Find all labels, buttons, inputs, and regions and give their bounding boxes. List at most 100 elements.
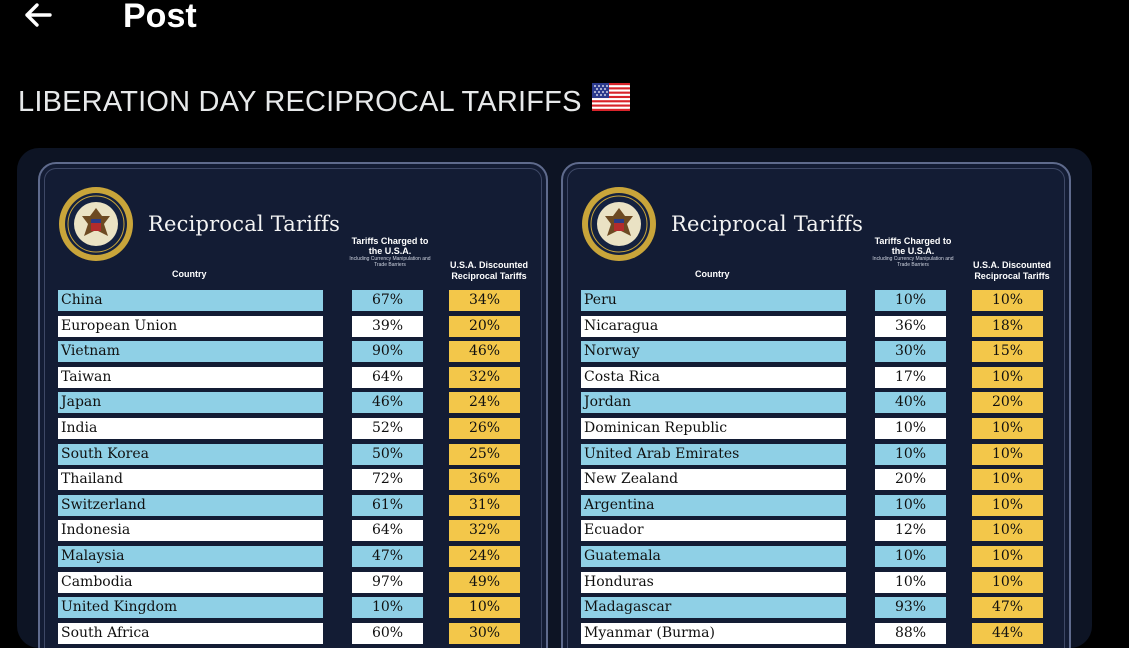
tariff-charged-cell: 17% [875, 366, 946, 388]
table-row: Ecuador 12% 10% [581, 520, 1051, 542]
page-title: Post [123, 0, 197, 35]
tariff-charged-cell: 39% [352, 315, 423, 337]
tariff-discounted-cell: 24% [449, 392, 520, 414]
column-header-charged-label: Tariffs Charged to the U.S.A. [351, 236, 429, 256]
tariff-discounted-cell: 10% [972, 571, 1043, 593]
country-cell: Jordan [581, 392, 846, 414]
tariff-charged-cell: 61% [352, 494, 423, 516]
tariff-charged-cell: 64% [352, 366, 423, 388]
country-cell: United Arab Emirates [581, 443, 846, 465]
column-header-charged: Tariffs Charged to the U.S.A. Including … [871, 236, 955, 268]
table-row: Myanmar (Burma) 88% 44% [581, 622, 1051, 644]
tariff-charged-cell: 10% [875, 546, 946, 567]
table-row: Taiwan 64% 32% [58, 366, 528, 388]
column-header-country: Country [172, 269, 207, 279]
country-cell: European Union [58, 315, 323, 337]
tariff-charged-cell: 90% [352, 341, 423, 363]
table-row: Peru 10% 10% [581, 290, 1051, 311]
presidential-seal-icon [59, 187, 133, 261]
country-cell: Dominican Republic [581, 418, 846, 439]
tariff-discounted-cell: 24% [449, 546, 520, 567]
tariff-charged-cell: 72% [352, 469, 423, 491]
table-row: Costa Rica 17% 10% [581, 366, 1051, 388]
table-row: South Africa 60% 30% [58, 622, 528, 644]
table-row: United Arab Emirates 10% 10% [581, 443, 1051, 465]
tariff-discounted-cell: 15% [972, 341, 1043, 363]
panel-title: Reciprocal Tariffs [671, 212, 864, 236]
tariff-discounted-cell: 46% [449, 341, 520, 363]
country-cell: Switzerland [58, 494, 323, 516]
tariff-charged-cell: 60% [352, 622, 423, 644]
country-cell: Thailand [58, 469, 323, 491]
post-header: Post [0, 0, 1129, 64]
country-cell: Cambodia [58, 571, 323, 593]
panel-title: Reciprocal Tariffs [148, 212, 341, 236]
tariff-charged-cell: 10% [875, 290, 946, 311]
country-cell: Japan [58, 392, 323, 414]
column-header-discount: U.S.A. Discounted Reciprocal Tariffs [972, 260, 1051, 281]
table-row: New Zealand 20% 10% [581, 469, 1051, 491]
tariff-discounted-cell: 32% [449, 366, 520, 388]
table-row: Dominican Republic 10% 10% [581, 418, 1051, 439]
column-header-charged-sub: Including Currency Manipulation and Trad… [872, 256, 954, 268]
tariff-charged-cell: 97% [352, 571, 423, 593]
country-cell: South Korea [58, 443, 323, 465]
country-cell: China [58, 290, 323, 311]
tariff-charged-cell: 64% [352, 520, 423, 542]
tariff-charged-cell: 47% [352, 546, 423, 567]
table-row: China 67% 34% [58, 290, 528, 311]
presidential-seal-icon [582, 187, 656, 261]
tariff-charged-cell: 10% [875, 571, 946, 593]
tariff-charged-cell: 46% [352, 392, 423, 414]
tariff-charged-cell: 20% [875, 469, 946, 491]
tariff-discounted-cell: 10% [972, 494, 1043, 516]
tariff-charged-cell: 12% [875, 520, 946, 542]
table-row: Indonesia 64% 32% [58, 520, 528, 542]
tariff-discounted-cell: 26% [449, 418, 520, 439]
tariff-discounted-cell: 36% [449, 469, 520, 491]
back-button[interactable] [18, 0, 58, 34]
tariff-discounted-cell: 10% [972, 520, 1043, 542]
tariff-discounted-cell: 20% [449, 315, 520, 337]
post-image[interactable]: Reciprocal Tariffs Country Tariffs Charg… [17, 148, 1092, 648]
country-cell: Malaysia [58, 546, 323, 567]
tariff-discounted-cell: 10% [972, 418, 1043, 439]
table-row: United Kingdom 10% 10% [58, 597, 528, 619]
tariff-discounted-cell: 32% [449, 520, 520, 542]
country-cell: Taiwan [58, 366, 323, 388]
country-cell: New Zealand [581, 469, 846, 491]
table-row: Nicaragua 36% 18% [581, 315, 1051, 337]
country-cell: Peru [581, 290, 846, 311]
tariff-charged-cell: 88% [875, 622, 946, 644]
table-row: Cambodia 97% 49% [58, 571, 528, 593]
column-header-discount: U.S.A. Discounted Reciprocal Tariffs [449, 260, 528, 281]
tariff-discounted-cell: 30% [449, 622, 520, 644]
tariff-discounted-cell: 10% [972, 366, 1043, 388]
country-cell: Madagascar [581, 597, 846, 619]
tariff-discounted-cell: 10% [972, 290, 1043, 311]
tariff-discounted-cell: 10% [972, 469, 1043, 491]
table-row: Malaysia 47% 24% [58, 546, 528, 567]
table-row: Madagascar 93% 47% [581, 597, 1051, 619]
country-cell: Guatemala [581, 546, 846, 567]
tariff-discounted-cell: 47% [972, 597, 1043, 619]
post-text-label: LIBERATION DAY RECIPROCAL TARIFFS [18, 85, 582, 118]
us-flag-icon [591, 83, 630, 120]
country-cell: India [58, 418, 323, 439]
tariff-charged-cell: 50% [352, 443, 423, 465]
table-row: Jordan 40% 20% [581, 392, 1051, 414]
arrow-left-icon [25, 3, 52, 27]
tariff-charged-cell: 10% [875, 418, 946, 439]
table-row: European Union 39% 20% [58, 315, 528, 337]
tariff-discounted-cell: 10% [972, 546, 1043, 567]
country-cell: Argentina [581, 494, 846, 516]
country-cell: Ecuador [581, 520, 846, 542]
column-header-charged-label: Tariffs Charged to the U.S.A. [874, 236, 952, 256]
country-cell: Costa Rica [581, 366, 846, 388]
tariff-charged-cell: 52% [352, 418, 423, 439]
table-row: Switzerland 61% 31% [58, 494, 528, 516]
country-cell: South Africa [58, 622, 323, 644]
tariff-discounted-cell: 49% [449, 571, 520, 593]
column-header-charged: Tariffs Charged to the U.S.A. Including … [348, 236, 432, 268]
tariff-discounted-cell: 20% [972, 392, 1043, 414]
